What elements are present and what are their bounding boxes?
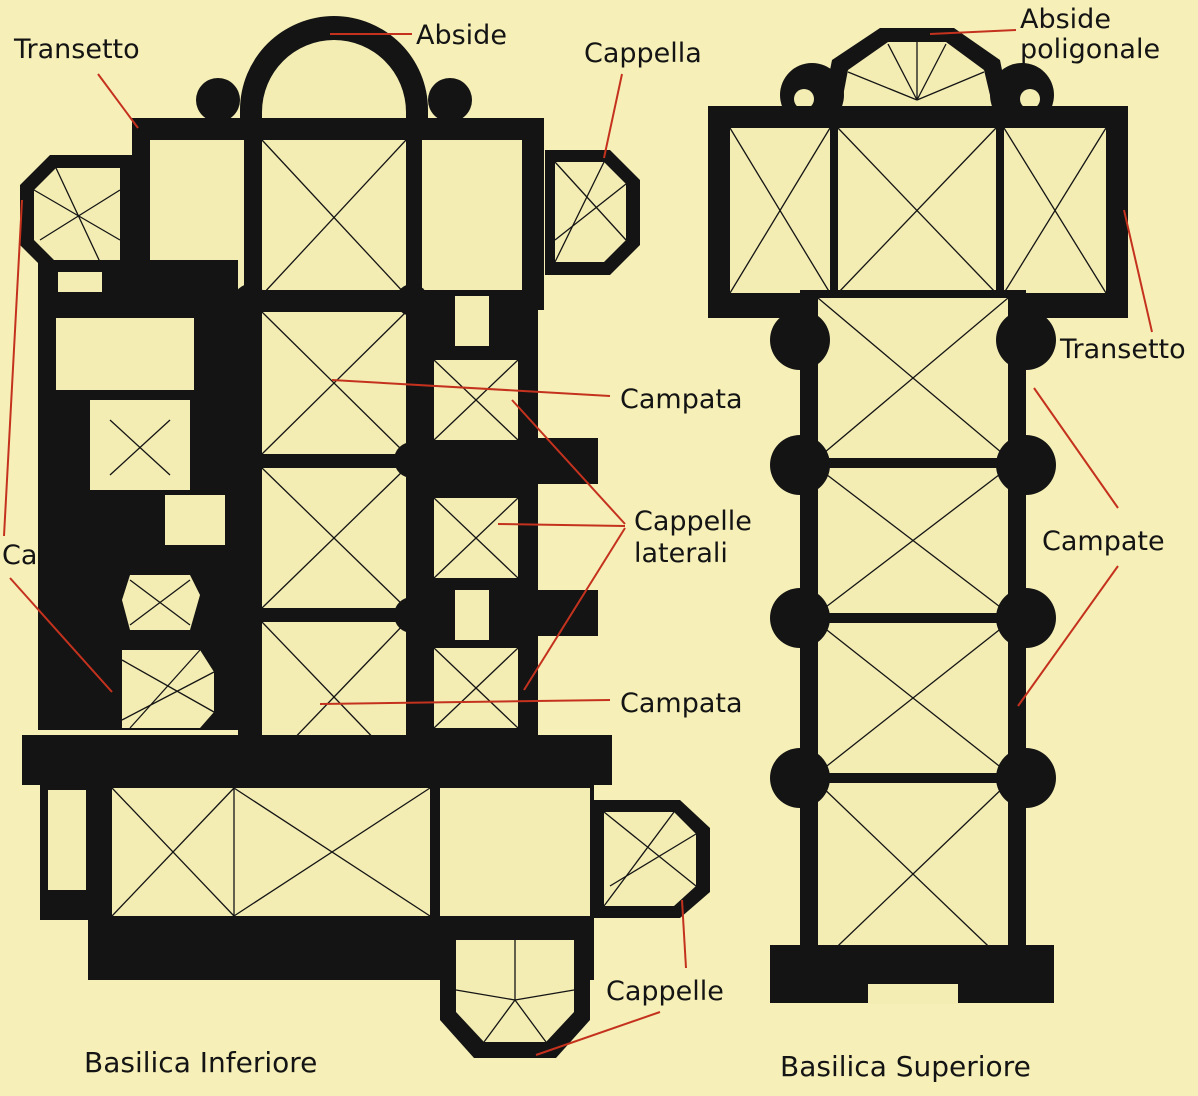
leader-cappelle-bottom-b <box>535 1011 661 1056</box>
basilica-inferiore-plan <box>20 16 710 1058</box>
label-cappelle-laterali-line1: Cappelle <box>634 506 752 537</box>
leader-cappella <box>603 73 623 159</box>
leader-abside-poligonale <box>929 29 1017 35</box>
label-abside-poligonale-line2: poligonale <box>1020 34 1160 65</box>
label-cappelle-laterali-line2: laterali <box>634 538 728 569</box>
title-basilica-superiore: Basilica Superiore <box>780 1050 1031 1083</box>
label-transetto-right: Transetto <box>1059 334 1186 365</box>
label-abside-poligonale-line1: Abside <box>1020 4 1111 35</box>
label-campata-top: Campata <box>620 384 743 415</box>
leader-transetto-right <box>1123 209 1153 333</box>
leader-cappelle-laterali-c <box>523 527 626 691</box>
label-cappelle-bottom: Cappelle <box>606 976 724 1007</box>
leader-cappelle-left-b <box>9 577 113 693</box>
leader-cappelle-laterali-a <box>511 399 626 525</box>
leader-campata-bottom <box>319 699 611 705</box>
leader-campate-a <box>1033 387 1119 509</box>
labels: Transetto Abside Cappella Campata Cappel… <box>2 4 1186 1083</box>
label-transetto-left: Transetto <box>13 34 140 65</box>
leader-lines <box>3 29 1153 1056</box>
leader-transetto-left <box>97 73 139 129</box>
leader-campata-top <box>331 379 611 397</box>
label-campate: Campate <box>1042 526 1165 557</box>
label-cappella: Cappella <box>584 38 702 69</box>
leader-cappelle-laterali-b <box>497 523 626 527</box>
title-basilica-inferiore: Basilica Inferiore <box>84 1046 317 1079</box>
leader-cappelle-left-a <box>3 199 23 537</box>
leader-campate-b <box>1017 565 1119 707</box>
label-cappelle-left: Cappelle <box>2 540 120 571</box>
label-campata-bottom: Campata <box>620 688 743 719</box>
label-abside: Abside <box>416 20 507 51</box>
basilica-superiore-plan <box>708 28 1128 1004</box>
leader-cappelle-bottom-a <box>681 899 687 969</box>
